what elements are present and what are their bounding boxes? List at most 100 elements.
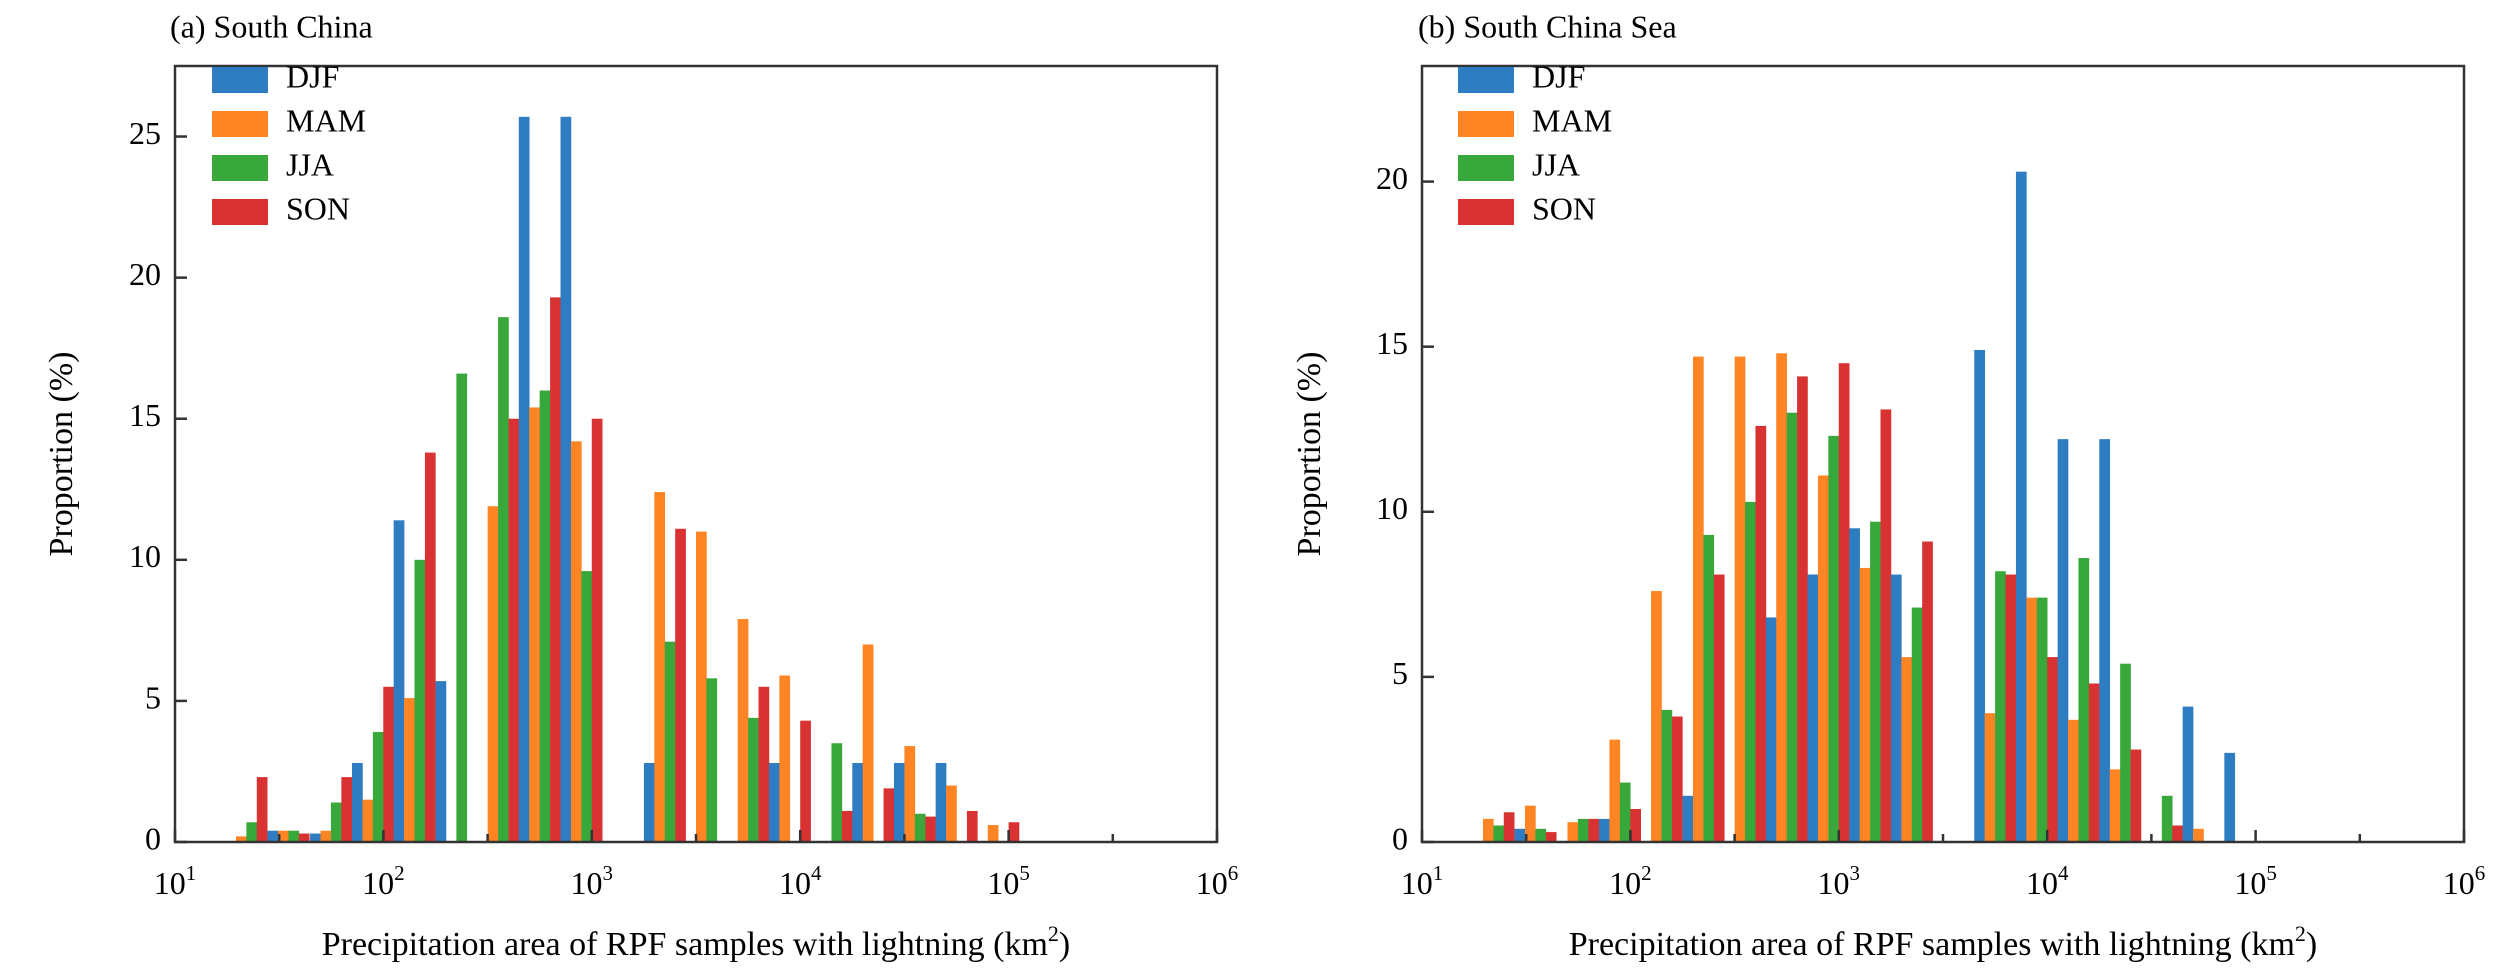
bar-son-bin-18 (1008, 822, 1020, 842)
bar-son-bin-1 (1545, 832, 1557, 842)
bar-mam-bin-15 (862, 644, 874, 842)
bar-mam-bin-18 (987, 825, 999, 842)
legend-label-son: SON (1532, 190, 1596, 226)
plot-frame (1420, 64, 2466, 844)
bar-djf-bin-12 (1974, 349, 1985, 842)
bar-djf-bin-13 (2015, 171, 2027, 842)
legend: DJF MAM JJA SON (212, 58, 366, 226)
bar-son-bin-6 (508, 418, 520, 842)
bar-djf-bin-1 (267, 830, 279, 842)
bar-mam-bin-4 (1651, 591, 1662, 842)
bar-jja-bin-15 (2120, 663, 2131, 842)
bar-mam-bin-17 (2193, 828, 2204, 842)
bar-jja-bin-3 (1619, 782, 1631, 842)
bar-mam-bin-2 (1567, 822, 1579, 842)
bars (1482, 171, 2236, 842)
bar-son-bin-12 (758, 686, 770, 842)
bar-son-bin-2 (341, 777, 353, 842)
bar-djf-bin-16 (893, 762, 905, 842)
bar-son-bin-8 (591, 418, 603, 842)
bar-mam-bin-0 (1482, 818, 1494, 842)
bar-son-bin-8 (1838, 363, 1850, 842)
bar-jja-bin-12 (1995, 571, 2006, 842)
x-axis-label: Precipitation area of RPF samples with l… (1569, 921, 2318, 963)
y-tick-label: 10 (1376, 490, 1408, 526)
bar-son-bin-7 (1797, 376, 1808, 842)
bar-mam-bin-7 (529, 407, 540, 842)
x-tick-label: 106 (2443, 861, 2486, 901)
bar-jja-bin-10 (1911, 607, 1923, 842)
bar-son-bin-7 (550, 297, 561, 842)
x-tick-label: 104 (2026, 861, 2069, 901)
legend-swatch-mam (212, 111, 268, 137)
bar-son-bin-10 (675, 528, 686, 842)
bar-jja-bin-13 (2036, 597, 2048, 842)
bar-mam-bin-1 (1524, 805, 1536, 842)
panel-south-china: (a) South China 0 5 10 15 20 25 101 102 103 104 105… (43, 8, 1238, 963)
bar-mam-bin-4 (404, 698, 415, 842)
y-tick-label: 20 (1376, 160, 1408, 196)
bar-son-bin-1 (298, 833, 310, 842)
bar-jja-bin-14 (2078, 558, 2090, 842)
bar-mam-bin-5 (1692, 356, 1704, 842)
bar-djf-bin-3 (352, 762, 363, 842)
legend-swatch-son (212, 199, 268, 225)
bar-son-bin-15 (2130, 749, 2142, 842)
bar-djf-bin-9 (1849, 528, 1860, 842)
bar-djf-bin-10 (1890, 574, 1902, 842)
bar-mam-bin-1 (277, 830, 289, 842)
panel-south-china-sea: (b) South China Sea 0 5 10 15 20 101 102 103 104 1… (1291, 8, 2485, 963)
x-tick-label: 102 (1609, 861, 1652, 901)
bar-son-bin-12 (2005, 574, 2017, 842)
bar-djf-bin-15 (2099, 439, 2111, 842)
bar-jja-bin-3 (372, 731, 384, 842)
bar-mam-bin-6 (1734, 356, 1746, 842)
bar-djf-bin-14 (2057, 439, 2069, 842)
bar-jja-bin-8 (1828, 435, 1840, 842)
bar-jja-bin-16 (2161, 795, 2173, 842)
y-tick-label: 0 (145, 820, 161, 856)
bar-djf-bin-5 (1682, 795, 1694, 842)
bar-mam-bin-8 (1817, 475, 1829, 842)
bar-jja-bin-12 (748, 717, 759, 842)
bar-son-bin-4 (1671, 716, 1683, 842)
bar-jja-bin-6 (1745, 501, 1756, 842)
bar-son-bin-9 (1880, 409, 1892, 842)
legend-label-mam: MAM (286, 102, 366, 138)
x-axis-label: Precipitation area of RPF samples with l… (322, 921, 1071, 963)
chart-title: (a) South China (170, 8, 373, 44)
bar-jja-bin-0 (1493, 825, 1505, 842)
bar-son-bin-14 (841, 810, 853, 842)
x-tick-label: 105 (2234, 861, 2277, 901)
bar-djf-bin-10 (643, 762, 655, 842)
bar-mam-bin-3 (362, 799, 374, 842)
chart-title: (b) South China Sea (1418, 8, 1677, 44)
x-tick-label: 101 (154, 861, 197, 901)
bar-jja-bin-10 (664, 641, 676, 842)
bar-jja-bin-5 (456, 373, 468, 842)
bar-son-bin-4 (424, 452, 436, 842)
bar-jja-bin-8 (581, 571, 593, 842)
bar-djf-bin-3 (1599, 818, 1610, 842)
bar-mam-bin-12 (1984, 713, 1996, 842)
bar-mam-bin-14 (2068, 719, 2079, 842)
legend: DJF MAM JJA SON (1458, 58, 1612, 226)
bar-jja-bin-9 (1870, 521, 1881, 842)
bar-djf-bin-4 (393, 520, 405, 842)
bar-djf-bin-8 (560, 116, 572, 842)
bar-jja-bin-6 (498, 317, 509, 842)
bar-mam-bin-17 (946, 785, 957, 842)
x-tick-label: 103 (1818, 861, 1861, 901)
bar-mam-bin-9 (1859, 567, 1871, 842)
bar-mam-bin-3 (1609, 739, 1621, 842)
bar-son-bin-5 (1713, 574, 1725, 842)
bar-mam-bin-16 (904, 746, 916, 842)
bar-son-bin-2 (1588, 818, 1600, 842)
x-tick-label: 101 (1401, 861, 1444, 901)
bar-mam-bin-10 (1901, 657, 1913, 842)
legend-swatch-djf (1458, 67, 1514, 93)
bar-djf-bin-17 (935, 762, 947, 842)
bar-mam-bin-7 (1776, 353, 1787, 842)
bar-jja-bin-0 (246, 822, 258, 842)
